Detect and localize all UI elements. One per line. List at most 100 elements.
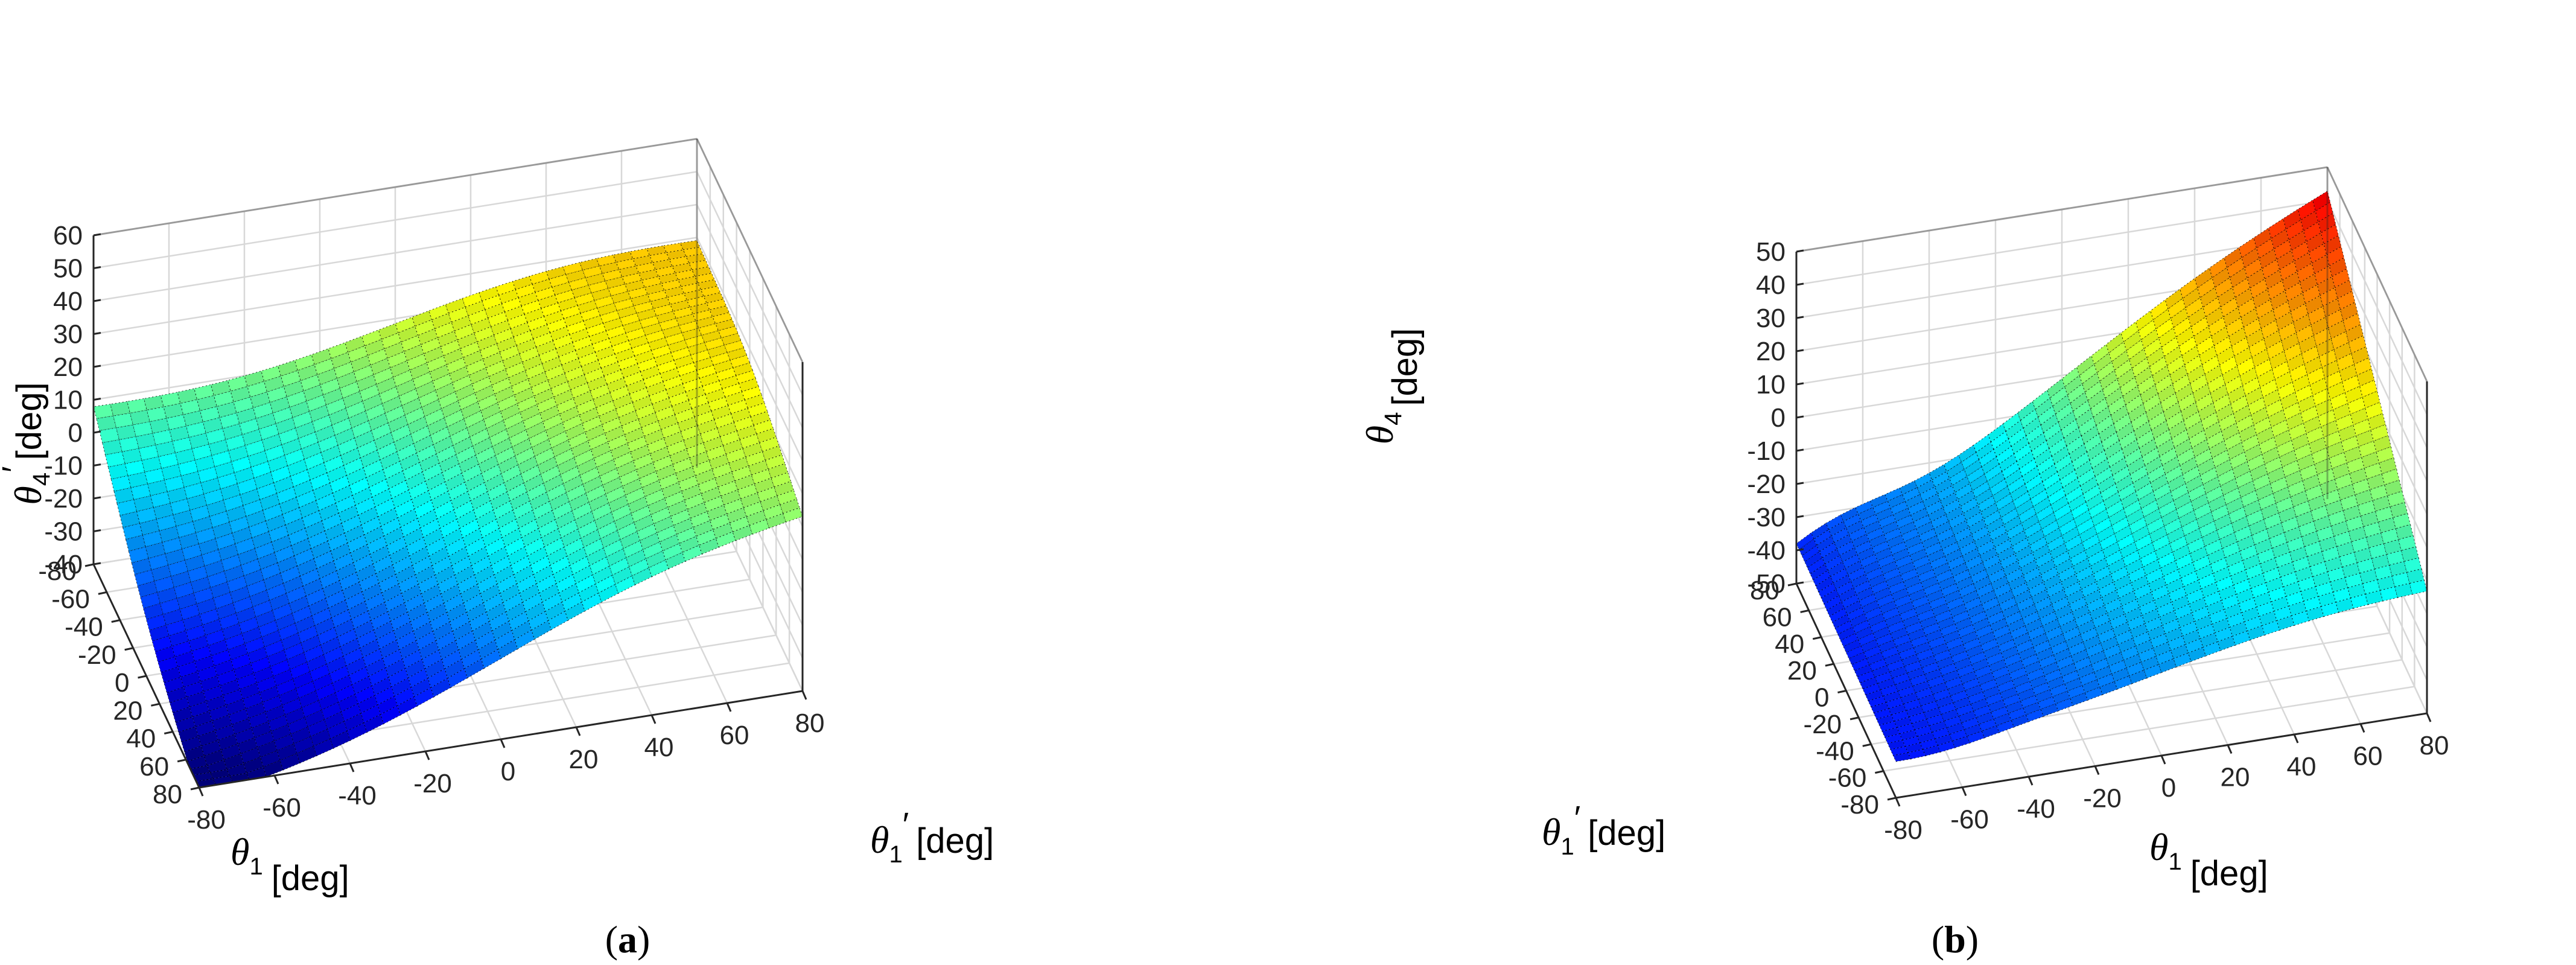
- surface-cell: [2140, 328, 2160, 349]
- surface-cell: [2247, 573, 2266, 589]
- surface-cell: [1974, 665, 1992, 679]
- surface-cell: [2025, 424, 2044, 444]
- surface-cell: [1912, 680, 1931, 693]
- surface-cell: [1857, 632, 1877, 647]
- surface-cell: [2005, 700, 2024, 714]
- surface-cell: [1937, 616, 1956, 631]
- surface-cell: [1881, 727, 1900, 738]
- surface-cell: [2394, 583, 2413, 598]
- surface-cell: [2002, 693, 2021, 707]
- surface-cell: [2386, 550, 2405, 566]
- surface-cell: [1855, 626, 1874, 640]
- surface-cell: [1904, 535, 1922, 549]
- surface-cell: [244, 637, 265, 654]
- surface-cell: [2102, 541, 2120, 559]
- surface-cell: [2183, 411, 2202, 430]
- surface-cell: [580, 529, 601, 548]
- surface-cell: [345, 336, 365, 353]
- surface-cell: [1932, 562, 1951, 577]
- surface-cell: [526, 482, 547, 502]
- surface-cell: [582, 415, 603, 433]
- surface-cell: [1875, 632, 1894, 647]
- surface-cell: [2105, 652, 2125, 667]
- surface-cell: [2376, 446, 2394, 463]
- surface-cell: [509, 429, 530, 448]
- surface-cell: [2341, 375, 2361, 393]
- surface-cell: [1857, 547, 1875, 562]
- surface-cell: [2392, 513, 2411, 529]
- surface-cell: [1889, 541, 1908, 555]
- surface-cell: [512, 275, 533, 290]
- surface-cell: [527, 371, 549, 388]
- surface-cell: [298, 690, 319, 709]
- surface-cell: [541, 356, 562, 373]
- surface-cell: [339, 381, 360, 399]
- surface-cell: [334, 427, 355, 446]
- surface-cell: [2280, 571, 2298, 588]
- surface-cell: [282, 575, 304, 594]
- y-tick-label: 40: [1775, 629, 1804, 659]
- surface-cell: [568, 277, 589, 291]
- surface-cell: [1871, 702, 1889, 714]
- surface-cell: [2122, 550, 2141, 567]
- surface-cell: [272, 603, 293, 621]
- surface-cell: [2365, 532, 2384, 549]
- surface-cell: [1990, 431, 2009, 450]
- surface-cell: [287, 717, 308, 735]
- surface-cell: [2336, 541, 2355, 558]
- surface-cell: [343, 457, 364, 476]
- surface-cell: [627, 436, 648, 453]
- surface-cell: [2119, 430, 2137, 450]
- surface-cell: [2310, 505, 2329, 522]
- surface-cell: [635, 462, 657, 479]
- surface-cell: [1860, 639, 1879, 653]
- surface-cell: [244, 439, 266, 457]
- surface-cell: [2297, 395, 2316, 413]
- z-tick-label: 0: [68, 418, 83, 448]
- surface-cell: [2406, 568, 2425, 584]
- surface-cell: [311, 607, 332, 626]
- surface-cell: [2173, 492, 2192, 511]
- surface-cell: [577, 520, 599, 539]
- z-tick-label: 0: [1771, 403, 1786, 433]
- surface-cell: [1878, 600, 1898, 614]
- surface-cell: [1882, 567, 1901, 582]
- surface-cell: [667, 500, 688, 517]
- surface-cell: [653, 304, 674, 317]
- surface-cell: [437, 391, 459, 410]
- surface-cell: [2193, 502, 2212, 520]
- surface-cell: [201, 549, 222, 567]
- surface-cell: [284, 642, 305, 660]
- surface-cell: [313, 482, 334, 502]
- surface-cell: [2099, 533, 2118, 551]
- surface-cell: [1863, 520, 1882, 535]
- surface-cell: [2234, 471, 2253, 489]
- surface-cell: [2344, 573, 2363, 588]
- surface-cell: [2373, 435, 2392, 453]
- surface-cell: [510, 378, 532, 396]
- surface-cell: [1969, 473, 1988, 491]
- surface-cell: [2128, 348, 2148, 369]
- surface-cell: [2212, 566, 2231, 583]
- surface-cell: [295, 421, 316, 439]
- surface-cell: [2014, 681, 2033, 695]
- surface-cell: [2215, 575, 2234, 592]
- surface-cell: [429, 364, 450, 382]
- surface-cell: [2067, 685, 2085, 699]
- surface-cell: [1962, 678, 1980, 691]
- y-tick-label: 80: [1750, 576, 1779, 605]
- surface-cell: [246, 579, 267, 597]
- surface-cell: [636, 308, 657, 321]
- surface-cell: [2262, 567, 2281, 584]
- surface-cell: [1873, 708, 1892, 720]
- surface-cell: [598, 584, 619, 603]
- surface-cell: [2300, 586, 2319, 602]
- surface-cell: [2234, 525, 2253, 543]
- surface-cell: [727, 400, 748, 415]
- surface-cell: [1921, 661, 1940, 675]
- surface-cell: [1965, 645, 1984, 658]
- surface-cell: [1887, 620, 1906, 634]
- surface-cell: [2241, 434, 2260, 453]
- surface-cell: [543, 474, 564, 493]
- surface-cell: [612, 566, 633, 585]
